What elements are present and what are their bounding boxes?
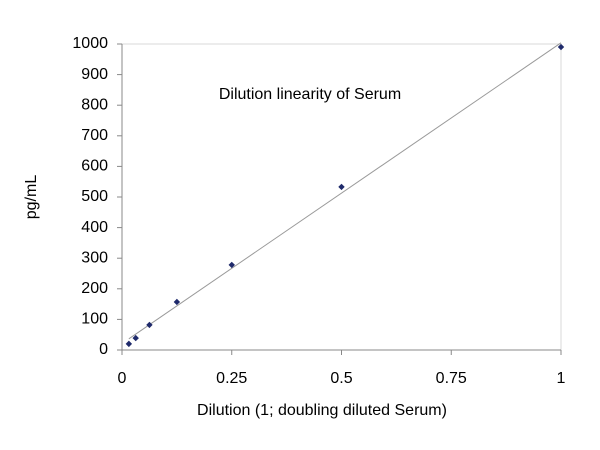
y-tick-label: 400 — [81, 219, 108, 236]
x-tick-label: 1 — [557, 370, 566, 387]
y-tick-label: 900 — [81, 66, 108, 83]
y-tick-label: 500 — [81, 188, 108, 205]
data-point — [146, 321, 153, 329]
y-tick-label: 1000 — [72, 35, 108, 52]
y-tick-label: 600 — [81, 158, 108, 175]
data-point — [228, 261, 235, 269]
data-point — [557, 43, 565, 51]
y-axis-label: pg/mL — [23, 175, 40, 220]
y-tick-label: 100 — [81, 311, 108, 328]
x-axis-label: Dilution (1; doubling diluted Serum) — [197, 402, 447, 419]
trendline — [128, 42, 562, 340]
chart-title: Dilution linearity of Serum — [219, 86, 401, 103]
y-tick-label: 700 — [81, 127, 108, 144]
y-tick-label: 800 — [81, 96, 108, 113]
data-point — [125, 340, 133, 348]
data-point — [338, 183, 345, 191]
y-tick-label: 0 — [99, 341, 108, 358]
x-tick-label: 0.75 — [436, 370, 467, 387]
x-tick-label: 0.25 — [216, 370, 247, 387]
y-tick-label: 200 — [81, 280, 108, 297]
x-tick-label: 0.5 — [330, 370, 352, 387]
data-point — [173, 298, 181, 306]
data-point — [132, 334, 139, 342]
x-tick-label: 0 — [118, 370, 127, 387]
y-tick-label: 300 — [81, 249, 108, 266]
